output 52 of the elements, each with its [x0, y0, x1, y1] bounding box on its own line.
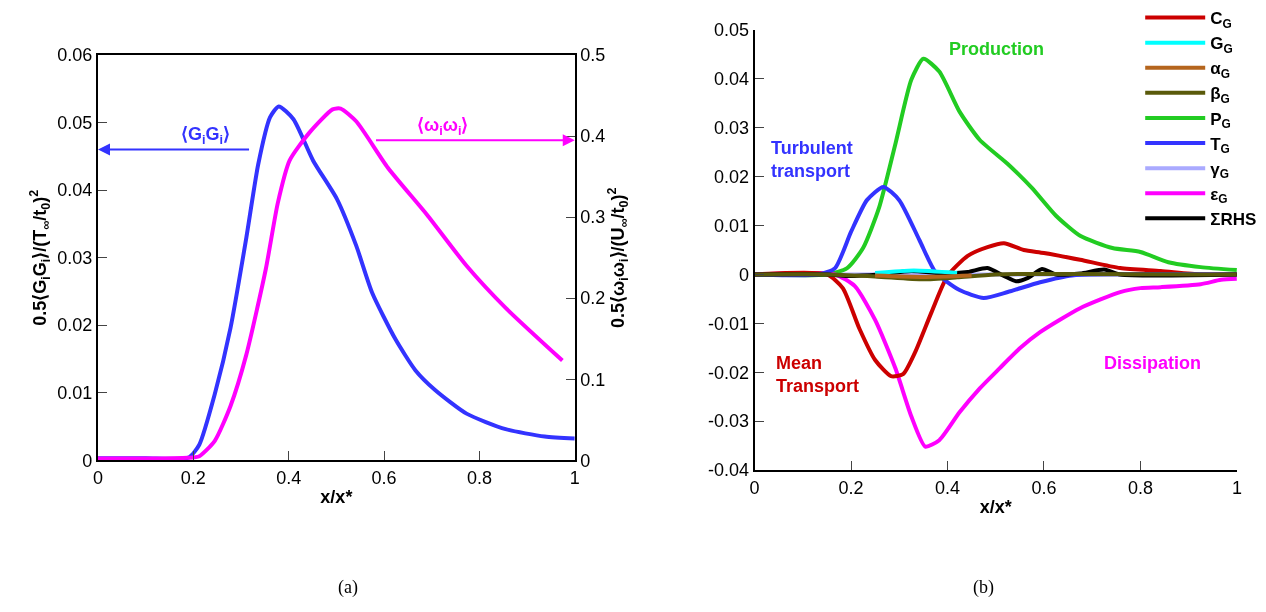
x-tick-label: 1: [569, 467, 580, 488]
y-tick-label: 0: [738, 264, 749, 285]
x-tick-label: 1: [1231, 477, 1242, 498]
y-tick-label: 0.02: [713, 166, 749, 187]
x-axis-title: x/x*: [320, 487, 353, 508]
y2-tick-label: 0.5: [580, 45, 606, 66]
y-tick-label: 0.01: [713, 215, 749, 236]
y2-tick-label: 0: [580, 450, 591, 471]
y-tick-label: 0.04: [57, 180, 93, 201]
annotation: Dissipation: [1104, 353, 1202, 373]
x-tick-label: 0.8: [1127, 477, 1153, 498]
legend-label: α$_{G}$: [1210, 59, 1230, 81]
x-tick-label: 0.2: [180, 467, 206, 488]
y-tick-label: -0.03: [707, 411, 749, 432]
legend-label: ε$_{G}$: [1210, 184, 1228, 207]
series-label: ⟨G$_{i}$G$_{i}$⟩: [181, 124, 231, 147]
annotation: Turbulent transport: [771, 138, 853, 182]
x-tick-label: 0.8: [466, 467, 492, 488]
legend-label: G$_{G}$: [1210, 34, 1233, 56]
x-tick-label: 0.4: [934, 477, 960, 498]
text: (b): [973, 577, 994, 598]
y2-tick-label: 0.1: [580, 369, 606, 390]
y-tick-label: 0.03: [57, 247, 93, 268]
text: (a): [338, 577, 358, 598]
y-tick-label: 0.02: [57, 315, 93, 336]
y-tick-label: 0: [82, 450, 93, 471]
legend-label: ΣRHS: [1210, 209, 1257, 229]
x-tick-label: 0.6: [1031, 477, 1057, 498]
annotation: Production: [949, 39, 1044, 59]
y2-tick-label: 0.3: [580, 207, 606, 228]
text: ⟨ω$_{i}$ω$_{i}$⟩: [417, 115, 469, 138]
legend-label: γ$_{G}$: [1210, 159, 1229, 182]
legend-label: C$_{G}$: [1210, 9, 1232, 31]
y-tick-label: 0.04: [713, 69, 749, 90]
y-tick-label: 0.03: [713, 118, 749, 139]
legend-label: T$_{G}$: [1210, 134, 1230, 157]
y2-tick-label: 0.2: [580, 288, 606, 309]
y-tick-label: -0.01: [707, 313, 749, 334]
y2-tick-label: 0.4: [580, 126, 606, 147]
y-tick-label: -0.02: [707, 362, 749, 383]
y-tick-label: 0.06: [57, 45, 93, 66]
legend-label: P$_{G}$: [1210, 109, 1231, 132]
legend-label: β$_{G}$: [1210, 84, 1230, 107]
x-tick-label: 0.6: [371, 467, 397, 488]
x-axis-title: x/x*: [979, 497, 1012, 518]
x-tick-label: 0.4: [276, 467, 302, 488]
x-tick-label: 0.2: [838, 477, 864, 498]
y-tick-label: 0.01: [57, 383, 93, 403]
annotation: Mean Transport: [776, 353, 860, 397]
y-tick-label: 0.05: [713, 20, 749, 41]
y-tick-label: 0.05: [57, 112, 93, 133]
y-tick-label: -0.04: [707, 460, 749, 481]
